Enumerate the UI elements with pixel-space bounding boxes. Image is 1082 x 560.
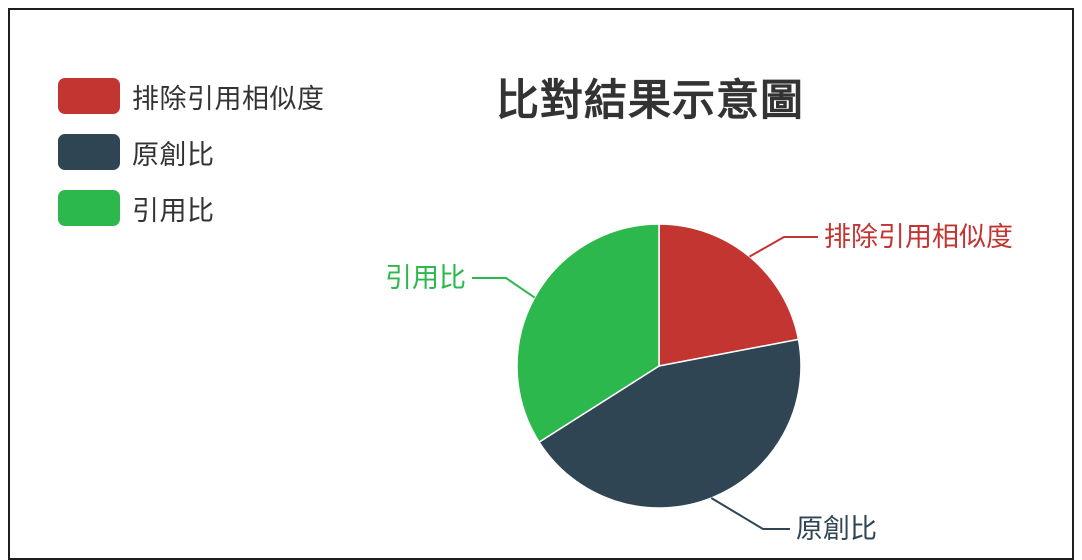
legend-swatch: [58, 134, 120, 170]
legend-item-citation[interactable]: 引用比: [58, 180, 325, 236]
legend-label: 引用比: [132, 195, 215, 227]
legend-label: 排除引用相似度: [132, 83, 325, 115]
legend-swatch: [58, 190, 120, 226]
pie-slices: [516, 223, 802, 509]
legend-item-original[interactable]: 原創比: [58, 124, 325, 180]
slice-label: 原創比: [796, 514, 877, 545]
pie-slice[interactable]: [538, 338, 802, 509]
pie-slice[interactable]: [516, 223, 660, 443]
legend-item-exclude-citation[interactable]: 排除引用相似度: [58, 68, 325, 124]
legend: 排除引用相似度 原創比 引用比: [58, 68, 325, 236]
label-leader-line: [710, 497, 790, 530]
chart-frame: [8, 8, 1074, 560]
label-leader-line: [749, 236, 818, 258]
legend-swatch: [58, 78, 120, 114]
legend-label: 原創比: [132, 139, 215, 171]
label-leader-line: [472, 277, 536, 299]
chart-title: 比對結果示意圖: [496, 76, 804, 126]
slice-label: 引用比: [385, 263, 466, 294]
slice-label: 排除引用相似度: [824, 222, 1013, 253]
